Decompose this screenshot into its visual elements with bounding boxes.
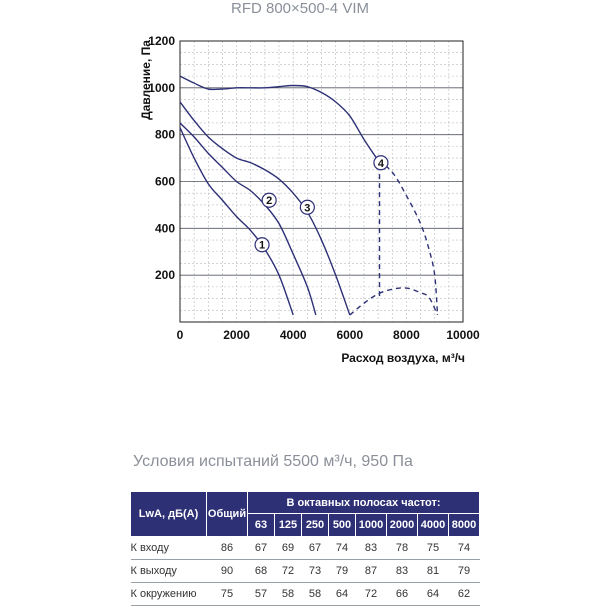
row-value: 66	[386, 582, 418, 606]
row-label: К выходу	[130, 559, 207, 583]
row-value: 67	[247, 536, 275, 560]
band-header: 63	[247, 513, 275, 537]
band-header: 1000	[355, 513, 387, 537]
band-header: 250	[301, 513, 329, 537]
row-total: 75	[206, 582, 248, 606]
series-label-4: 4	[378, 158, 385, 170]
row-value: 62	[448, 582, 480, 606]
row-value: 78	[386, 536, 418, 560]
header-total: Общий	[206, 491, 248, 537]
series-label-2: 2	[266, 195, 272, 207]
plot-frame	[179, 40, 464, 323]
series-label-3: 3	[304, 202, 310, 214]
y-tick-label: 600	[155, 175, 175, 189]
row-value: 57	[247, 582, 275, 606]
row-value: 74	[328, 536, 356, 560]
row-value: 74	[448, 536, 480, 560]
chart-series	[179, 75, 439, 316]
chart-axes: 0 2000 4000 6000 8000 10000200400600800100012…	[148, 34, 480, 342]
row-value: 58	[274, 582, 302, 606]
row-value: 67	[301, 536, 329, 560]
series-label-1: 1	[259, 240, 265, 252]
y-tick-label: 400	[155, 221, 175, 235]
test-conditions: Условия испытаний 5500 м³/ч, 950 Па	[133, 453, 413, 470]
row-label: К входу	[130, 536, 207, 560]
row-value: 79	[328, 559, 356, 583]
series-marker-4	[373, 155, 389, 171]
row-label: К окружению	[130, 582, 207, 606]
series-marker-3	[299, 199, 315, 215]
series-line-2	[179, 122, 317, 316]
x-tick-label: 0	[177, 328, 184, 342]
row-total: 90	[206, 559, 248, 583]
series-line-1	[179, 127, 294, 316]
y-tick-label: 800	[155, 128, 175, 142]
row-value: 79	[448, 559, 480, 583]
table-row: К выходу 90 68 72 73 79 87 83 81 79	[130, 559, 480, 583]
band-header: 4000	[417, 513, 449, 537]
row-value: 58	[301, 582, 329, 606]
series-line-4-ext	[377, 159, 439, 316]
header-bands: В октавных полосах частот:	[247, 491, 480, 514]
row-value: 83	[386, 559, 418, 583]
series-marker-2	[261, 192, 277, 208]
x-tick-label: 10000	[446, 328, 480, 342]
x-tick-label: 6000	[336, 328, 363, 342]
chart-series-labels: 1 2 3 4	[254, 155, 389, 253]
series-line-4	[179, 75, 379, 161]
row-value: 72	[355, 582, 387, 606]
row-value: 87	[355, 559, 387, 583]
band-header: 125	[274, 513, 302, 537]
row-value: 69	[274, 536, 302, 560]
row-value: 81	[417, 559, 449, 583]
row-value: 73	[301, 559, 329, 583]
y-tick-label: 1200	[148, 34, 175, 48]
chart-title: RFD 800×500-4 VIM	[231, 0, 369, 17]
table-row: К входу 86 67 69 67 74 83 78 75 74	[130, 536, 480, 560]
y-tick-label: 200	[155, 268, 175, 282]
row-value: 68	[247, 559, 275, 583]
sound-power-table: LwA, дБ(A) Общий В октавных полосах част…	[130, 491, 480, 606]
series-line-3	[179, 101, 351, 316]
chart-grid	[179, 40, 464, 323]
x-tick-label: 4000	[280, 328, 307, 342]
row-value: 64	[328, 582, 356, 606]
y-axis-label: Давление, Па	[139, 40, 153, 120]
band-header: 2000	[386, 513, 418, 537]
row-value: 83	[355, 536, 387, 560]
row-value: 64	[417, 582, 449, 606]
series-marker-1	[254, 237, 270, 253]
x-tick-label: 2000	[223, 328, 250, 342]
row-value: 72	[274, 559, 302, 583]
header-lwa: LwA, дБ(A)	[130, 491, 207, 537]
table-row: К окружению 75 57 58 58 64 72 66 64 62	[130, 582, 480, 606]
row-total: 86	[206, 536, 248, 560]
y-tick-label: 1000	[148, 81, 175, 95]
band-header: 8000	[448, 513, 480, 537]
x-tick-label: 8000	[393, 328, 420, 342]
band-header: 500	[328, 513, 356, 537]
pressure-flow-chart: 0 2000 4000 6000 8000 10000200400600800100012…	[139, 34, 480, 365]
row-value: 75	[417, 536, 449, 560]
series-line-lower-arc	[349, 287, 439, 316]
x-axis-label: Расход воздуха, м³/ч	[341, 351, 465, 365]
